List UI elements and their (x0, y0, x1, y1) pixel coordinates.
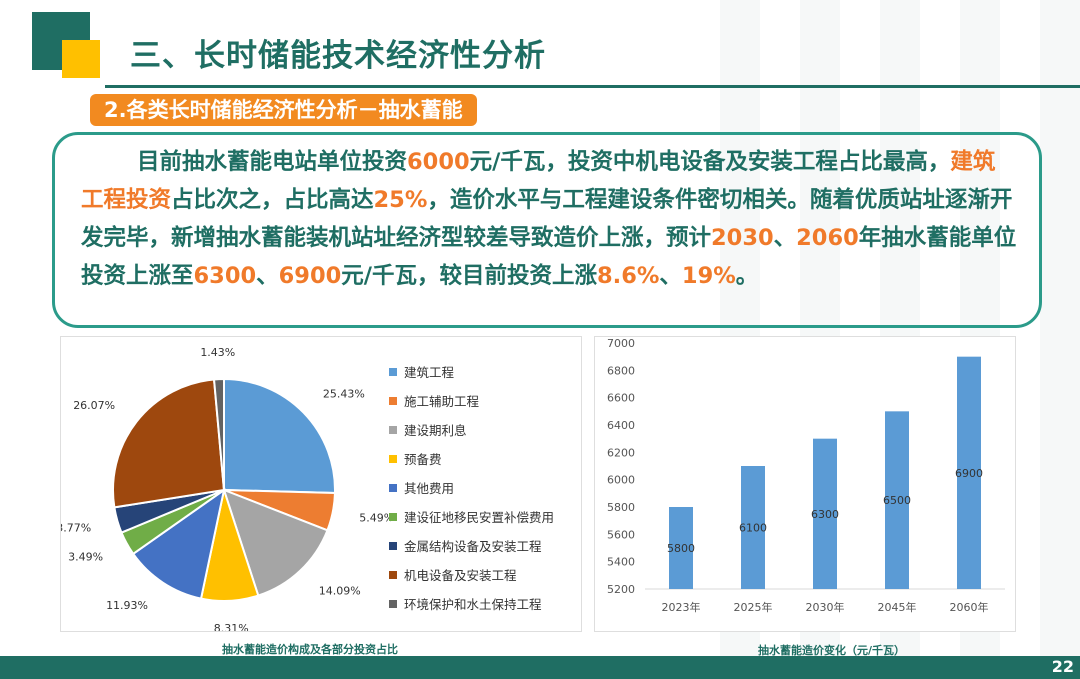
legend-label: 环境保护和水土保持工程 (404, 597, 542, 612)
legend-item: 施工辅助工程 (389, 386, 554, 415)
legend-swatch (389, 541, 397, 550)
summary-highlight: 2030 (711, 225, 774, 251)
summary-text: 占比次之，占比高达 (171, 187, 374, 213)
legend-item: 环境保护和水土保持工程 (389, 589, 554, 618)
legend-label: 机电设备及安装工程 (404, 568, 517, 583)
bar (957, 356, 981, 589)
bar-chart-panel: 5200 5400 5600 5800 6000 6200 6400 6600 6800 7000… (594, 336, 1016, 632)
legend-swatch (389, 570, 397, 579)
y-tick-label: 6600 (607, 392, 635, 405)
bar-chart-caption: 抽水蓄能造价变化（元/千瓦） (758, 644, 906, 657)
legend-item: 预备费 (389, 444, 554, 473)
legend-swatch (389, 367, 397, 376)
summary-highlight: 8.6% (597, 263, 660, 289)
legend-swatch (389, 599, 397, 608)
title-decoration-square-accent (62, 40, 100, 78)
summary-highlight: 6900 (278, 263, 342, 289)
y-tick-label: 6400 (607, 419, 635, 432)
pie-data-label: 14.09% (319, 584, 361, 597)
legend-item: 机电设备及安装工程 (389, 560, 554, 589)
x-tick-label: 2023年 (662, 600, 701, 614)
legend-item: 建设期利息 (389, 415, 554, 444)
pie-data-label: 5.49% (359, 511, 391, 524)
pie-data-label: 3.49% (68, 551, 103, 564)
legend-label: 金属结构设备及安装工程 (404, 539, 542, 554)
x-tick-label: 2060年 (950, 600, 989, 614)
pie-chart-caption: 抽水蓄能造价构成及各部分投资占比 (222, 643, 398, 656)
pie-data-label: 8.31% (214, 622, 249, 631)
summary-text: 元/千瓦，投资中机电设备及安装工程占比最高， (469, 149, 951, 175)
bar (885, 411, 909, 589)
y-tick-label: 6000 (607, 474, 635, 487)
legend-swatch (389, 512, 397, 521)
y-tick-label: 7000 (607, 337, 635, 350)
y-tick-label: 6200 (607, 446, 635, 459)
y-tick-label: 6800 (607, 364, 635, 377)
summary-text: 。 (735, 263, 759, 289)
legend-swatch (389, 454, 397, 463)
x-tick-label: 2030年 (806, 600, 845, 614)
page-title: 三、长时储能技术经济性分析 (130, 38, 546, 74)
summary-text: 元/千瓦，较目前投资上涨 (341, 263, 597, 289)
legend-label: 建设期利息 (404, 423, 467, 438)
summary-text: 年抽水蓄能单位投资上涨至 (81, 225, 1017, 289)
summary-text: 目前抽水蓄能电站单位投资 (137, 149, 408, 175)
legend-item: 建筑工程 (389, 357, 554, 386)
legend-swatch (389, 425, 397, 434)
legend-item: 其他费用 (389, 473, 554, 502)
legend-item: 金属结构设备及安装工程 (389, 531, 554, 560)
page-number: 22 (1051, 657, 1074, 676)
legend-swatch (389, 483, 397, 492)
summary-highlight: 19% (681, 263, 736, 289)
pie-slice (112, 378, 226, 509)
pie-chart: 25.43% 5.49% 14.09% 8.31% 11.93% 3.49% 3.77% 26… (56, 346, 394, 635)
pie-data-label: 1.43% (200, 346, 235, 359)
bar-data-label: 6300 (811, 508, 839, 521)
bar (813, 438, 837, 589)
legend-label: 施工辅助工程 (404, 394, 480, 409)
legend-label: 其他费用 (404, 481, 455, 496)
summary-text: 、 (256, 263, 279, 289)
summary-paragraph: 目前抽水蓄能电站单位投资6000元/千瓦，投资中机电设备及安装工程占比最高，建筑… (52, 132, 1042, 328)
pie-slice (131, 487, 226, 600)
pie-slice (212, 377, 225, 491)
pie-legend: 建筑工程施工辅助工程 建设期利息预备费其他费用建设征地移民安置补偿费用 金属结构设备… (389, 357, 554, 618)
summary-highlight: 6300 (193, 263, 257, 289)
bar (741, 466, 765, 589)
title-underline (105, 85, 1080, 88)
pie-data-label: 25.43% (323, 388, 365, 401)
summary-highlight: 建筑工程投资 (81, 149, 996, 213)
summary-highlight: 6000 (407, 149, 470, 175)
pie-data-label: 26.07% (73, 399, 115, 412)
bar (669, 507, 693, 589)
bar-data-label: 6900 (955, 467, 983, 480)
footer-band (0, 656, 1080, 679)
section-subtitle: 2.各类长时储能经济性分析－抽水蓄能 (90, 94, 477, 126)
legend-label: 建筑工程 (404, 365, 455, 380)
legend-item: 建设征地移民安置补偿费用 (389, 502, 554, 531)
summary-text: 、 (773, 225, 797, 251)
legend-label: 建设征地移民安置补偿费用 (404, 510, 555, 525)
y-tick-label: 5600 (607, 528, 635, 541)
summary-text: ，造价水平与工程建设条件密切相关。随着优质站址逐渐开发完毕，新增抽水蓄能装机站址… (81, 187, 1013, 251)
pie-chart-panel: 25.43% 5.49% 14.09% 8.31% 11.93% 3.49% 3.77% 26… (56, 336, 582, 635)
y-tick-label: 5400 (607, 556, 635, 569)
pie-data-label: 3.77% (61, 522, 91, 535)
y-tick-label: 5800 (607, 501, 635, 514)
bar-data-label: 5800 (667, 542, 695, 555)
legend-swatch (389, 396, 397, 405)
summary-text: 、 (659, 263, 682, 289)
x-tick-label: 2025年 (734, 600, 773, 614)
pie-data-label: 11.93% (106, 599, 148, 612)
summary-highlight: 2060 (796, 225, 859, 251)
bar-chart: 5200 5400 5600 5800 6000 6200 6400 6600 6800 7000… (607, 337, 1005, 614)
legend-label: 预备费 (404, 452, 442, 467)
bar-data-label: 6100 (739, 522, 767, 535)
bar-data-label: 6500 (883, 494, 911, 507)
summary-highlight: 25% (373, 187, 428, 213)
pie-slice (223, 377, 336, 495)
y-tick-label: 5200 (607, 583, 635, 596)
x-tick-label: 2045年 (878, 600, 917, 614)
